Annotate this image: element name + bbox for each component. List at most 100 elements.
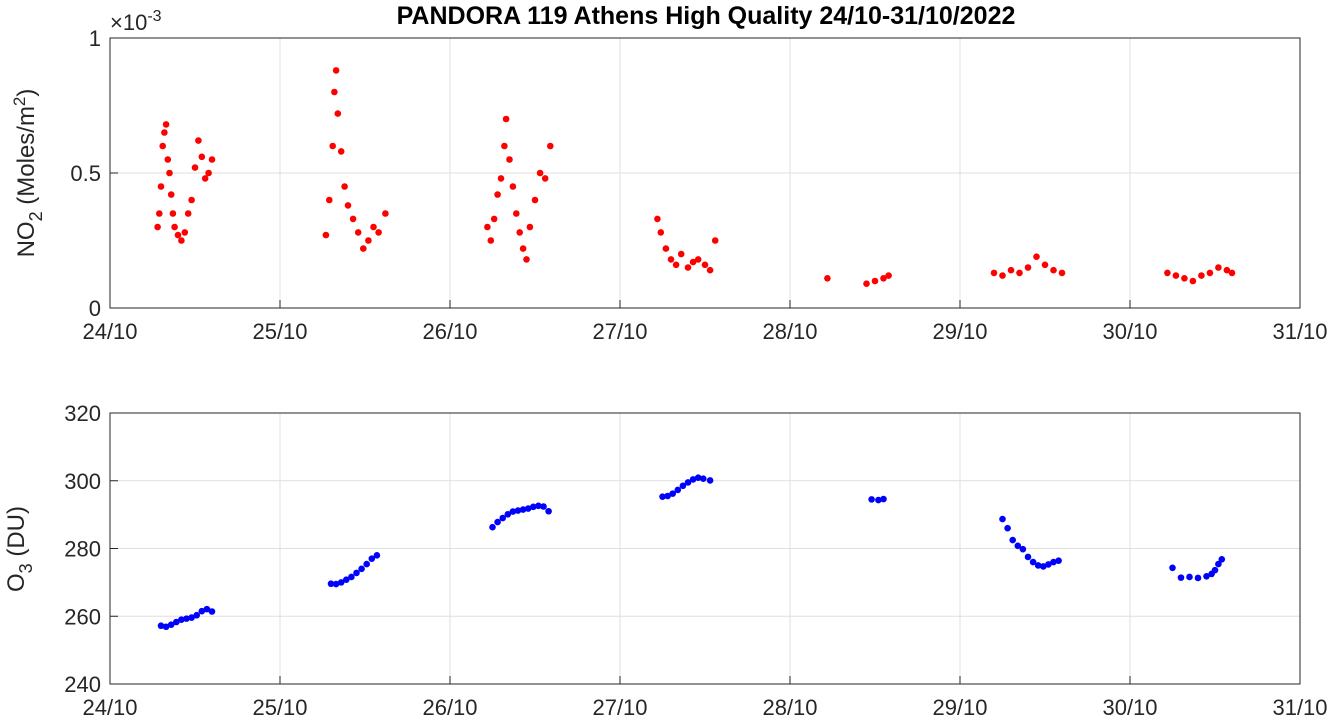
o3-data-point	[509, 508, 517, 515]
o3-data-point	[545, 507, 552, 515]
o3-data-point	[358, 565, 365, 573]
no2-data-point	[1198, 272, 1205, 279]
o3-data-point	[198, 607, 206, 615]
no2-x-tick-label: 26/10	[422, 319, 477, 344]
o3-data-point	[1211, 566, 1219, 574]
no2-exponent-label: ×10-3	[110, 8, 162, 35]
o3-data-point	[1029, 558, 1037, 566]
no2-x-tick-label: 25/10	[252, 319, 307, 344]
no2-x-ticks: 24/10 25/10 26/10 27/10 28/10 29/10 30/10 31/10	[82, 300, 1328, 344]
o3-data-point	[1186, 573, 1193, 581]
no2-data-point	[341, 183, 348, 190]
o3-data-point	[700, 475, 707, 483]
o3-y-tick-label: 260	[64, 604, 101, 629]
o3-data-point	[178, 616, 185, 623]
no2-data-point	[154, 223, 161, 231]
no2-data-point	[171, 223, 178, 231]
no2-data-point	[509, 183, 517, 190]
o3-series	[157, 474, 1226, 631]
no2-data-point	[1024, 264, 1032, 271]
no2-data-point	[706, 266, 714, 274]
no2-ylabel-main: NO	[13, 221, 40, 257]
no2-data-point	[513, 210, 520, 217]
o3-data-point	[188, 614, 195, 621]
no2-data-point	[497, 175, 505, 182]
o3-x-tick-label: 31/10	[1272, 695, 1327, 720]
no2-data-point	[484, 223, 491, 231]
no2-data-point	[654, 215, 661, 223]
o3-data-point	[499, 514, 507, 522]
no2-x-tick-label: 31/10	[1272, 319, 1327, 344]
o3-data-point	[348, 573, 355, 581]
no2-data-point	[990, 269, 998, 277]
no2-data-point	[1181, 275, 1188, 282]
no2-data-point	[334, 110, 342, 117]
o3-ylabel-main: O	[3, 573, 30, 592]
o3-data-point	[363, 560, 371, 568]
no2-data-point	[672, 261, 680, 269]
o3-data-point	[880, 495, 887, 503]
chart-title: PANDORA 119 Athens High Quality 24/10-31…	[397, 2, 1016, 30]
o3-data-point	[1024, 553, 1032, 561]
no2-data-point	[161, 129, 168, 136]
no2-x-tick-label: 24/10	[82, 319, 137, 344]
no2-data-point	[159, 142, 166, 150]
no2-grid	[110, 38, 1300, 308]
o3-data-point	[1014, 542, 1022, 550]
o3-data-point	[203, 605, 211, 613]
o3-data-point	[664, 492, 671, 500]
no2-data-point	[871, 277, 879, 285]
o3-data-point	[1203, 572, 1210, 580]
o3-data-point	[868, 496, 875, 503]
no2-data-point	[1033, 253, 1040, 260]
no2-data-point	[169, 210, 177, 217]
o3-y-tick-label: 240	[64, 672, 101, 697]
o3-x-tick-label: 30/10	[1102, 695, 1157, 720]
o3-y-tick-label: 320	[64, 401, 101, 426]
no2-ylabel-unit: (Moles/m	[13, 106, 40, 211]
o3-data-point	[337, 579, 345, 586]
no2-data-point	[694, 256, 702, 263]
no2-ylabel-unit-sup: 2	[10, 97, 29, 106]
no2-data-point	[863, 280, 870, 288]
no2-y-ticks: 00.51	[70, 26, 118, 321]
no2-data-point	[824, 275, 831, 282]
no2-data-point	[490, 215, 498, 223]
o3-data-point	[157, 622, 165, 630]
no2-y-tick-label: 0.5	[70, 161, 101, 186]
no2-data-point	[181, 229, 189, 236]
o3-ylabel-unit: (DU)	[3, 506, 30, 563]
o3-data-point	[694, 474, 702, 482]
no2-data-point	[198, 153, 206, 161]
o3-data-point	[162, 623, 170, 631]
o3-axes: 24/10 25/10 26/10 27/10 28/10 29/10 30/10 31/10…	[3, 401, 1328, 720]
o3-data-point	[659, 493, 666, 500]
no2-data-point	[1228, 269, 1236, 277]
no2-ylabel-unit-end: )	[13, 89, 40, 97]
no2-data-point	[195, 137, 202, 144]
no2-data-point	[184, 210, 192, 217]
o3-y-ticks: 240 260 280 300 320	[64, 401, 118, 697]
no2-data-point	[880, 275, 887, 282]
o3-data-point	[999, 515, 1006, 523]
o3-data-point	[1019, 545, 1027, 553]
o3-data-point	[689, 476, 697, 483]
no2-data-point	[370, 223, 377, 231]
no2-data-point	[657, 229, 665, 236]
no2-exponent-base: ×10	[110, 10, 147, 35]
o3-x-tick-label: 24/10	[82, 695, 137, 720]
no2-series	[154, 67, 1236, 288]
o3-data-point	[875, 496, 882, 504]
o3-data-point	[173, 618, 180, 626]
no2-data-point	[1058, 269, 1066, 277]
o3-x-tick-label: 28/10	[762, 695, 817, 720]
o3-x-tick-label: 26/10	[422, 695, 477, 720]
no2-data-point	[677, 250, 685, 258]
no2-data-point	[536, 169, 544, 177]
no2-ylabel-sub: 2	[26, 211, 46, 221]
o3-y-tick-label: 280	[64, 537, 101, 562]
no2-data-point	[164, 156, 172, 163]
no2-data-point	[1223, 266, 1231, 274]
no2-x-tick-label: 29/10	[932, 319, 987, 344]
